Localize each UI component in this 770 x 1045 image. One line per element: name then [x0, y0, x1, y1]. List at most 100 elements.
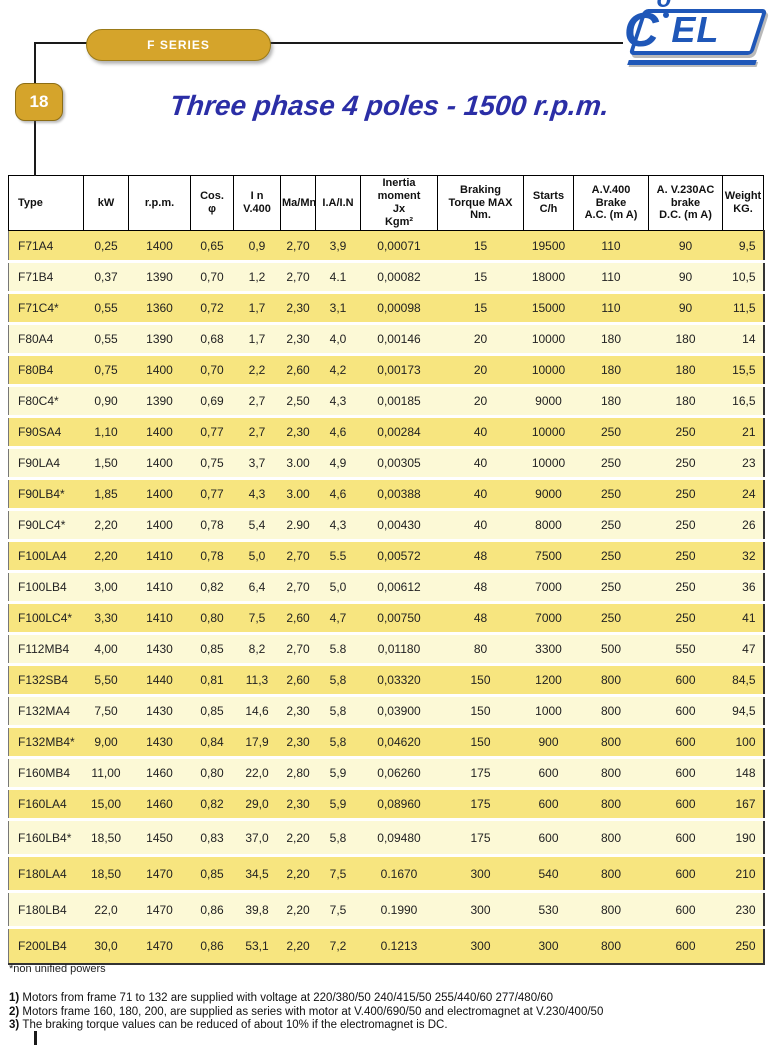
table-cell: 11,00 — [83, 757, 129, 790]
table-row: F71B4 0,37 1390 0,70 1,2 2,70 4.1 0,00082 15 1800… — [8, 261, 765, 294]
table-cell: 1410 — [128, 540, 191, 573]
table-row: F132SB4 5,50 1440 0,81 11,3 2,60 5,8 0,03320 150… — [8, 664, 765, 697]
table-cell: 0,82 — [190, 571, 234, 604]
table-cell: 175 — [437, 757, 524, 790]
table-cell: 1440 — [128, 664, 191, 697]
table-cell: 5,0 — [233, 540, 281, 573]
table-cell: 250 — [573, 602, 649, 635]
table-cell: 5.8 — [315, 633, 361, 666]
table-cell: 0,03320 — [360, 664, 438, 697]
table-cell: 1,2 — [233, 261, 281, 294]
table-cell: 600 — [523, 819, 574, 857]
table-row: F90LB4* 1,85 1400 0,77 4,3 3.00 4,6 0,00388 40 90… — [8, 478, 765, 511]
table-cell: 8000 — [523, 509, 574, 542]
table-cell: 600 — [648, 788, 723, 821]
table-cell: 2,30 — [280, 695, 316, 728]
table-cell: 0,55 — [83, 292, 129, 325]
table-cell: 550 — [648, 633, 723, 666]
cell-type: F71B4 — [8, 261, 84, 294]
table-cell: 3.00 — [280, 478, 316, 511]
table-cell: 29,0 — [233, 788, 281, 821]
table-cell: 0,09480 — [360, 819, 438, 857]
table-cell: 180 — [573, 385, 649, 418]
table-cell: 0.1990 — [360, 891, 438, 929]
table-cell: 0,03900 — [360, 695, 438, 728]
table-cell: 26 — [722, 509, 765, 542]
table-cell: 110 — [573, 230, 649, 263]
table-cell: 230 — [722, 891, 765, 929]
table-row: F132MA4 7,50 1430 0,85 14,6 2,30 5,8 0,03900 150… — [8, 695, 765, 728]
column-header-6: I.A/I.N — [315, 175, 361, 231]
table-cell: 7,5 — [315, 855, 361, 893]
table-row: F180LA4 18,50 1470 0,85 34,5 2,20 7,5 0.1670 300… — [8, 855, 765, 893]
table-cell: 20 — [437, 354, 524, 387]
cell-type: F80A4 — [8, 323, 84, 356]
table-cell: 3,00 — [83, 571, 129, 604]
table-cell: 30,0 — [83, 927, 129, 965]
table-cell: 0,72 — [190, 292, 234, 325]
table-cell: 250 — [573, 509, 649, 542]
table-cell: 1400 — [128, 478, 191, 511]
table-cell: 800 — [573, 726, 649, 759]
table-cell: 41 — [722, 602, 765, 635]
table-row: F200LB4 30,0 1470 0,86 53,1 2,20 7,2 0.1213 300 3… — [8, 927, 765, 965]
table-cell: 15,00 — [83, 788, 129, 821]
table-cell: 9,5 — [722, 230, 765, 263]
table-cell: 250 — [648, 509, 723, 542]
table-cell: 190 — [722, 819, 765, 857]
table-cell: 94,5 — [722, 695, 765, 728]
table-cell: 48 — [437, 540, 524, 573]
table-cell: 18,50 — [83, 819, 129, 857]
table-cell: 0,82 — [190, 788, 234, 821]
table-cell: 0,00098 — [360, 292, 438, 325]
table-cell: 1,85 — [83, 478, 129, 511]
cell-type: F90LB4* — [8, 478, 84, 511]
table-cell: 0,00173 — [360, 354, 438, 387]
table-cell: 34,5 — [233, 855, 281, 893]
table-cell: 800 — [573, 757, 649, 790]
table-cell: 2,60 — [280, 602, 316, 635]
column-header-9: Starts C/h — [523, 175, 574, 231]
table-cell: 800 — [573, 695, 649, 728]
asterisk-footnote: *non unified powers — [9, 963, 106, 975]
table-cell: 1,7 — [233, 323, 281, 356]
table-cell: 1200 — [523, 664, 574, 697]
table-cell: 4,3 — [233, 478, 281, 511]
table-cell: 2,60 — [280, 354, 316, 387]
table-cell: 2,20 — [280, 891, 316, 929]
table-cell: 5,0 — [315, 571, 361, 604]
table-cell: 5,4 — [233, 509, 281, 542]
bottom-connector-line — [34, 1031, 37, 1045]
table-cell: 2,7 — [233, 416, 281, 449]
table-row: F80B4 0,75 1400 0,70 2,2 2,60 4,2 0,00173 20 1000… — [8, 354, 765, 387]
table-cell: 300 — [523, 927, 574, 965]
table-cell: 530 — [523, 891, 574, 929]
column-header-4: I n V.400 — [233, 175, 281, 231]
table-cell: 2,60 — [280, 664, 316, 697]
table-cell: 9000 — [523, 385, 574, 418]
table-cell: 1400 — [128, 230, 191, 263]
coel-logo-underline — [627, 60, 757, 65]
table-cell: 11,5 — [722, 292, 765, 325]
table-cell: 21 — [722, 416, 765, 449]
table-cell: 1410 — [128, 571, 191, 604]
table-cell: 0,01180 — [360, 633, 438, 666]
table-cell: 1390 — [128, 323, 191, 356]
table-cell: 0,00185 — [360, 385, 438, 418]
table-cell: 80 — [437, 633, 524, 666]
column-header-0: Type — [8, 175, 84, 231]
table-cell: 90 — [648, 292, 723, 325]
table-cell: 2,70 — [280, 571, 316, 604]
table-cell: 0,86 — [190, 891, 234, 929]
table-cell: 19500 — [523, 230, 574, 263]
table-row: F71A4 0,25 1400 0,65 0,9 2,70 3,9 0,00071 15 1950… — [8, 230, 765, 263]
table-cell: 250 — [573, 571, 649, 604]
table-cell: 300 — [437, 855, 524, 893]
table-cell: 0,65 — [190, 230, 234, 263]
table-cell: 14,6 — [233, 695, 281, 728]
table-row: F100LC4* 3,30 1410 0,80 7,5 2,60 4,7 0,00750 48 7… — [8, 602, 765, 635]
table-cell: 2,70 — [280, 230, 316, 263]
table-row: F80C4* 0,90 1390 0,69 2,7 2,50 4,3 0,00185 20 900… — [8, 385, 765, 418]
table-cell: 3300 — [523, 633, 574, 666]
table-cell: 0,68 — [190, 323, 234, 356]
